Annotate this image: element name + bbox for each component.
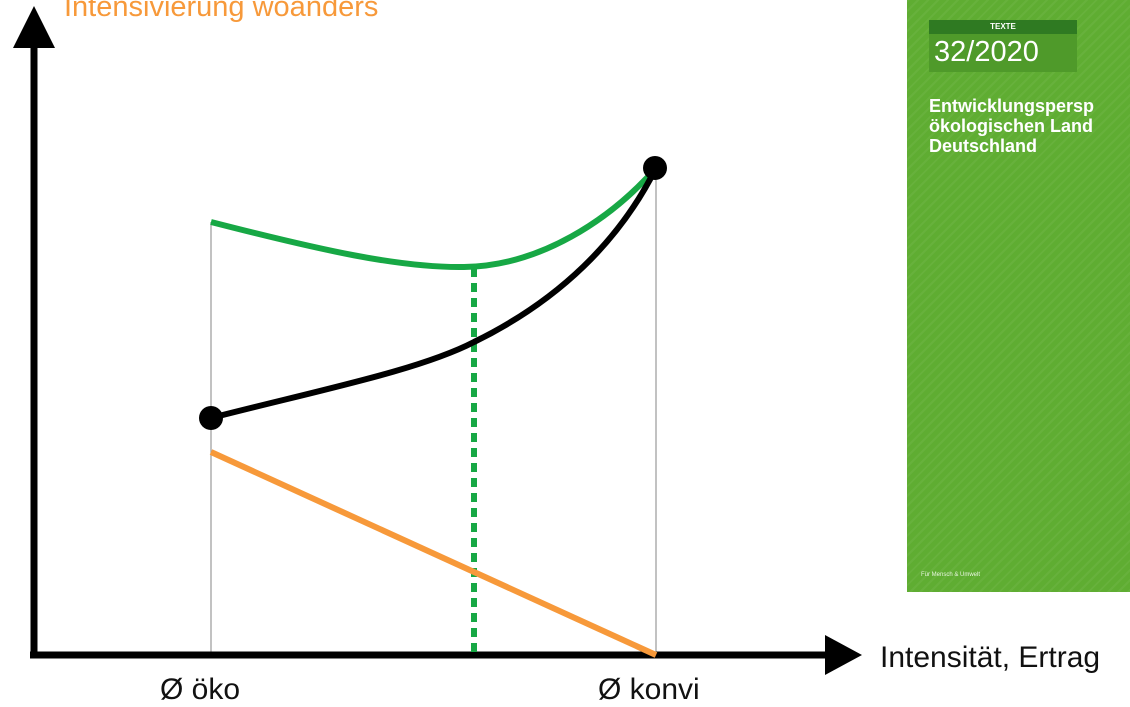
orange-line [209,449,658,658]
point-oeko [199,406,223,430]
cover-title-line: Deutschland [929,136,1038,156]
cover-series-box: TEXTE 32/2020 [929,20,1077,72]
x-axis-label: Intensität, Ertrag [880,641,1101,674]
green-curve [210,166,659,271]
y-axis-arrow-icon [13,6,55,48]
tick-label-konvi: Ø konvi [598,673,700,706]
cover-title-line: ökologischen Land [929,116,1094,136]
diagram [13,6,862,675]
cover-title: Entwicklungspersp ökologischen Land Deut… [929,96,1130,156]
cover-number: 32/2020 [934,36,1039,68]
cover-footer: Für Mensch & Umwelt [921,572,981,578]
report-cover: TEXTE 32/2020 Entwicklungspersp ökologis… [907,0,1130,592]
point-konvi [643,156,667,180]
cover-series-label: TEXTE [929,20,1077,34]
cover-title-line: Entwicklungspersp [929,96,1095,116]
x-axis-arrow-icon [825,635,862,675]
black-curve [210,166,659,421]
top-label: Intensivierung woanders [64,0,379,23]
tick-label-oeko: Ø öko [160,673,241,706]
